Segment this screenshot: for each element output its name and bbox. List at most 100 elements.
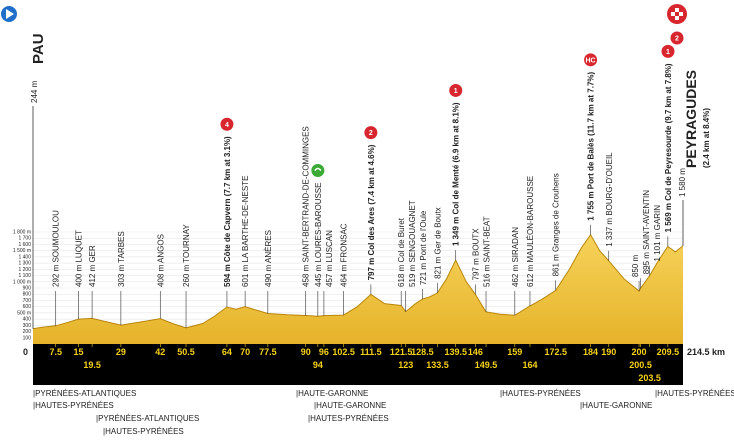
place-label: 895 m SAINT-AVENTIN <box>642 190 651 275</box>
place-label: 1 349 m Col de Menté (6.9 km at 8.1%) <box>452 102 461 246</box>
category-icon <box>669 30 685 46</box>
place-label: 1 337 m BOURG-D'OUEIL <box>605 152 614 247</box>
x-tick-label: 123 <box>398 360 413 370</box>
x-tick-label: 102.5 <box>332 347 355 357</box>
y-tick-label: 1 200 <box>18 267 31 273</box>
y-tick-label: 1 600 <box>18 242 31 248</box>
region-label: |HAUTES-PYRÉNÉES <box>103 427 184 436</box>
finish-flag <box>667 4 687 24</box>
x-tick-label: 90 <box>301 347 311 357</box>
x-tick-label: 7.5 <box>49 347 62 357</box>
y-tick-label: 800 <box>23 292 32 298</box>
place-label: 400 m LUQUET <box>74 230 83 287</box>
region-label: |HAUTES-PYRÉNÉES <box>308 414 389 423</box>
place-label: 445 m LOURES-BAROUSSE <box>314 183 323 287</box>
y-tick-label: 1 400 <box>18 254 31 260</box>
place-label: 618 m Col de Buret <box>397 217 406 287</box>
x-tick-label: 139.5 <box>444 347 467 357</box>
start-name: PAU <box>30 33 47 64</box>
start-icon-arrow <box>6 9 14 19</box>
x-tick-label: 203.5 <box>638 373 661 383</box>
place-label: 464 m FRONSAC <box>340 223 349 287</box>
x-tick-label: 146 <box>468 347 483 357</box>
y-tick-label: 500 m <box>17 310 31 316</box>
place-label: 462 m SIRADAN <box>511 227 520 287</box>
sprint-icon <box>310 163 326 179</box>
place-label: 612 m MAULÉON-BAROUSSE <box>526 176 535 287</box>
category-icon <box>448 82 464 98</box>
place-label: 601 m LA BARTHE-DE-NESTE <box>241 176 250 287</box>
place-label: 821 m Ger de Boutx <box>434 207 443 279</box>
profile-area <box>33 234 683 344</box>
x-tick-label: 190 <box>601 347 616 357</box>
category-label: 1 <box>454 88 458 95</box>
x-tick-label: 19.5 <box>83 360 101 370</box>
y-tick-label: 300 <box>23 323 32 329</box>
y-tick-label: 1 300 <box>18 261 31 267</box>
place-label: 797 m Col des Ares (7.4 km at 4.6%) <box>367 144 376 280</box>
finish-block: PEYRAGUDES (2.4 km at 8.4%) <box>667 4 711 168</box>
x-tick-label: 184 <box>583 347 598 357</box>
x-tick-label: 159 <box>507 347 522 357</box>
y-tick-label: 1 100 <box>18 273 31 279</box>
region-label: |HAUTE-GARONNE <box>580 401 652 410</box>
x-tick-label: 149.5 <box>475 360 498 370</box>
sprint-icon-mark <box>314 167 322 171</box>
category-label: 1 <box>666 49 670 56</box>
x-tick-label: 96 <box>319 347 329 357</box>
region-label: |HAUTES-PYRÉNÉES <box>500 389 581 398</box>
y-tick-label: 100 <box>23 335 32 341</box>
place-label: 850 m <box>631 255 640 278</box>
x-tick-label: 200 <box>632 347 647 357</box>
category-label: 2 <box>369 130 373 137</box>
place-label: 797 m BOUTX <box>471 228 480 281</box>
category-icon <box>219 116 235 132</box>
place-label: 458 m SAINT-BERTRAND-DE-COMMINGES <box>302 126 311 287</box>
x-tick-label: 94 <box>313 360 323 370</box>
x-tick-label: 214.5 km <box>687 347 725 357</box>
region-label: |PYRÉNÉES-ATLANTIQUES <box>96 414 199 423</box>
y-tick-label: 1 500 m <box>13 248 31 254</box>
x-tick-label: 164 <box>522 360 537 370</box>
x-tick-label: 77.5 <box>259 347 277 357</box>
place-label: 303 m TARBES <box>117 231 126 287</box>
place-label: 408 m ANGOS <box>156 234 165 287</box>
x-tick-label: 64 <box>222 347 232 357</box>
x-tick-label: 15 <box>73 347 83 357</box>
km-band <box>33 344 683 385</box>
region-label: |HAUTES-PYRÉNÉES <box>33 401 114 410</box>
finish-altitude: 1 580 m <box>678 168 687 197</box>
x-tick-label: 133.5 <box>426 360 449 370</box>
category-icon <box>660 43 676 59</box>
place-label: 457 m LUSCAN <box>325 230 334 287</box>
y-tick-label: 1 800 m <box>13 230 31 236</box>
x-tick-label: 70 <box>240 347 250 357</box>
place-label: 292 m SOUMOULOU <box>52 210 61 287</box>
place-label: 721 m Pont de l'Oule <box>419 210 428 285</box>
place-label: 490 m ANÈRES <box>264 230 273 287</box>
finish-note: (2.4 km at 8.4%) <box>702 108 711 168</box>
place-label: 861 m Granges de Crouhens <box>552 173 561 276</box>
region-label: |HAUTE-GARONNE <box>314 401 386 410</box>
y-tick-label: 200 <box>23 329 32 335</box>
category-icon <box>583 52 599 68</box>
x-tick-label: 111.5 <box>360 347 382 357</box>
place-label: 1 569 m Col de Peyresourde (9.7 km at 7.… <box>664 63 673 232</box>
x-tick-label: 200.5 <box>629 360 652 370</box>
place-label: 1 755 m Port de Balès (11.7 km at 7.7%) <box>587 71 596 220</box>
x-tick-label: 172.5 <box>544 347 567 357</box>
y-tick-label: 1 000 m <box>13 279 31 285</box>
x-tick-label: 128.5 <box>411 347 434 357</box>
y-tick-label: 1 700 <box>18 236 31 242</box>
start-altitude: 244 m <box>30 80 39 103</box>
region-label: |PYRÉNÉES-ATLANTIQUES <box>33 389 136 398</box>
x-tick-label: 29 <box>116 347 126 357</box>
category-label: HC <box>586 57 596 64</box>
x-tick-label: 0 <box>23 347 28 357</box>
x-tick-label: 209.5 <box>657 347 680 357</box>
y-tick-label: 600 <box>23 304 32 310</box>
region-label: |HAUTES-PYRÉNÉES <box>655 389 734 398</box>
place-label: 1 101 m GARIN <box>653 205 662 262</box>
category-label: 2 <box>675 36 679 43</box>
